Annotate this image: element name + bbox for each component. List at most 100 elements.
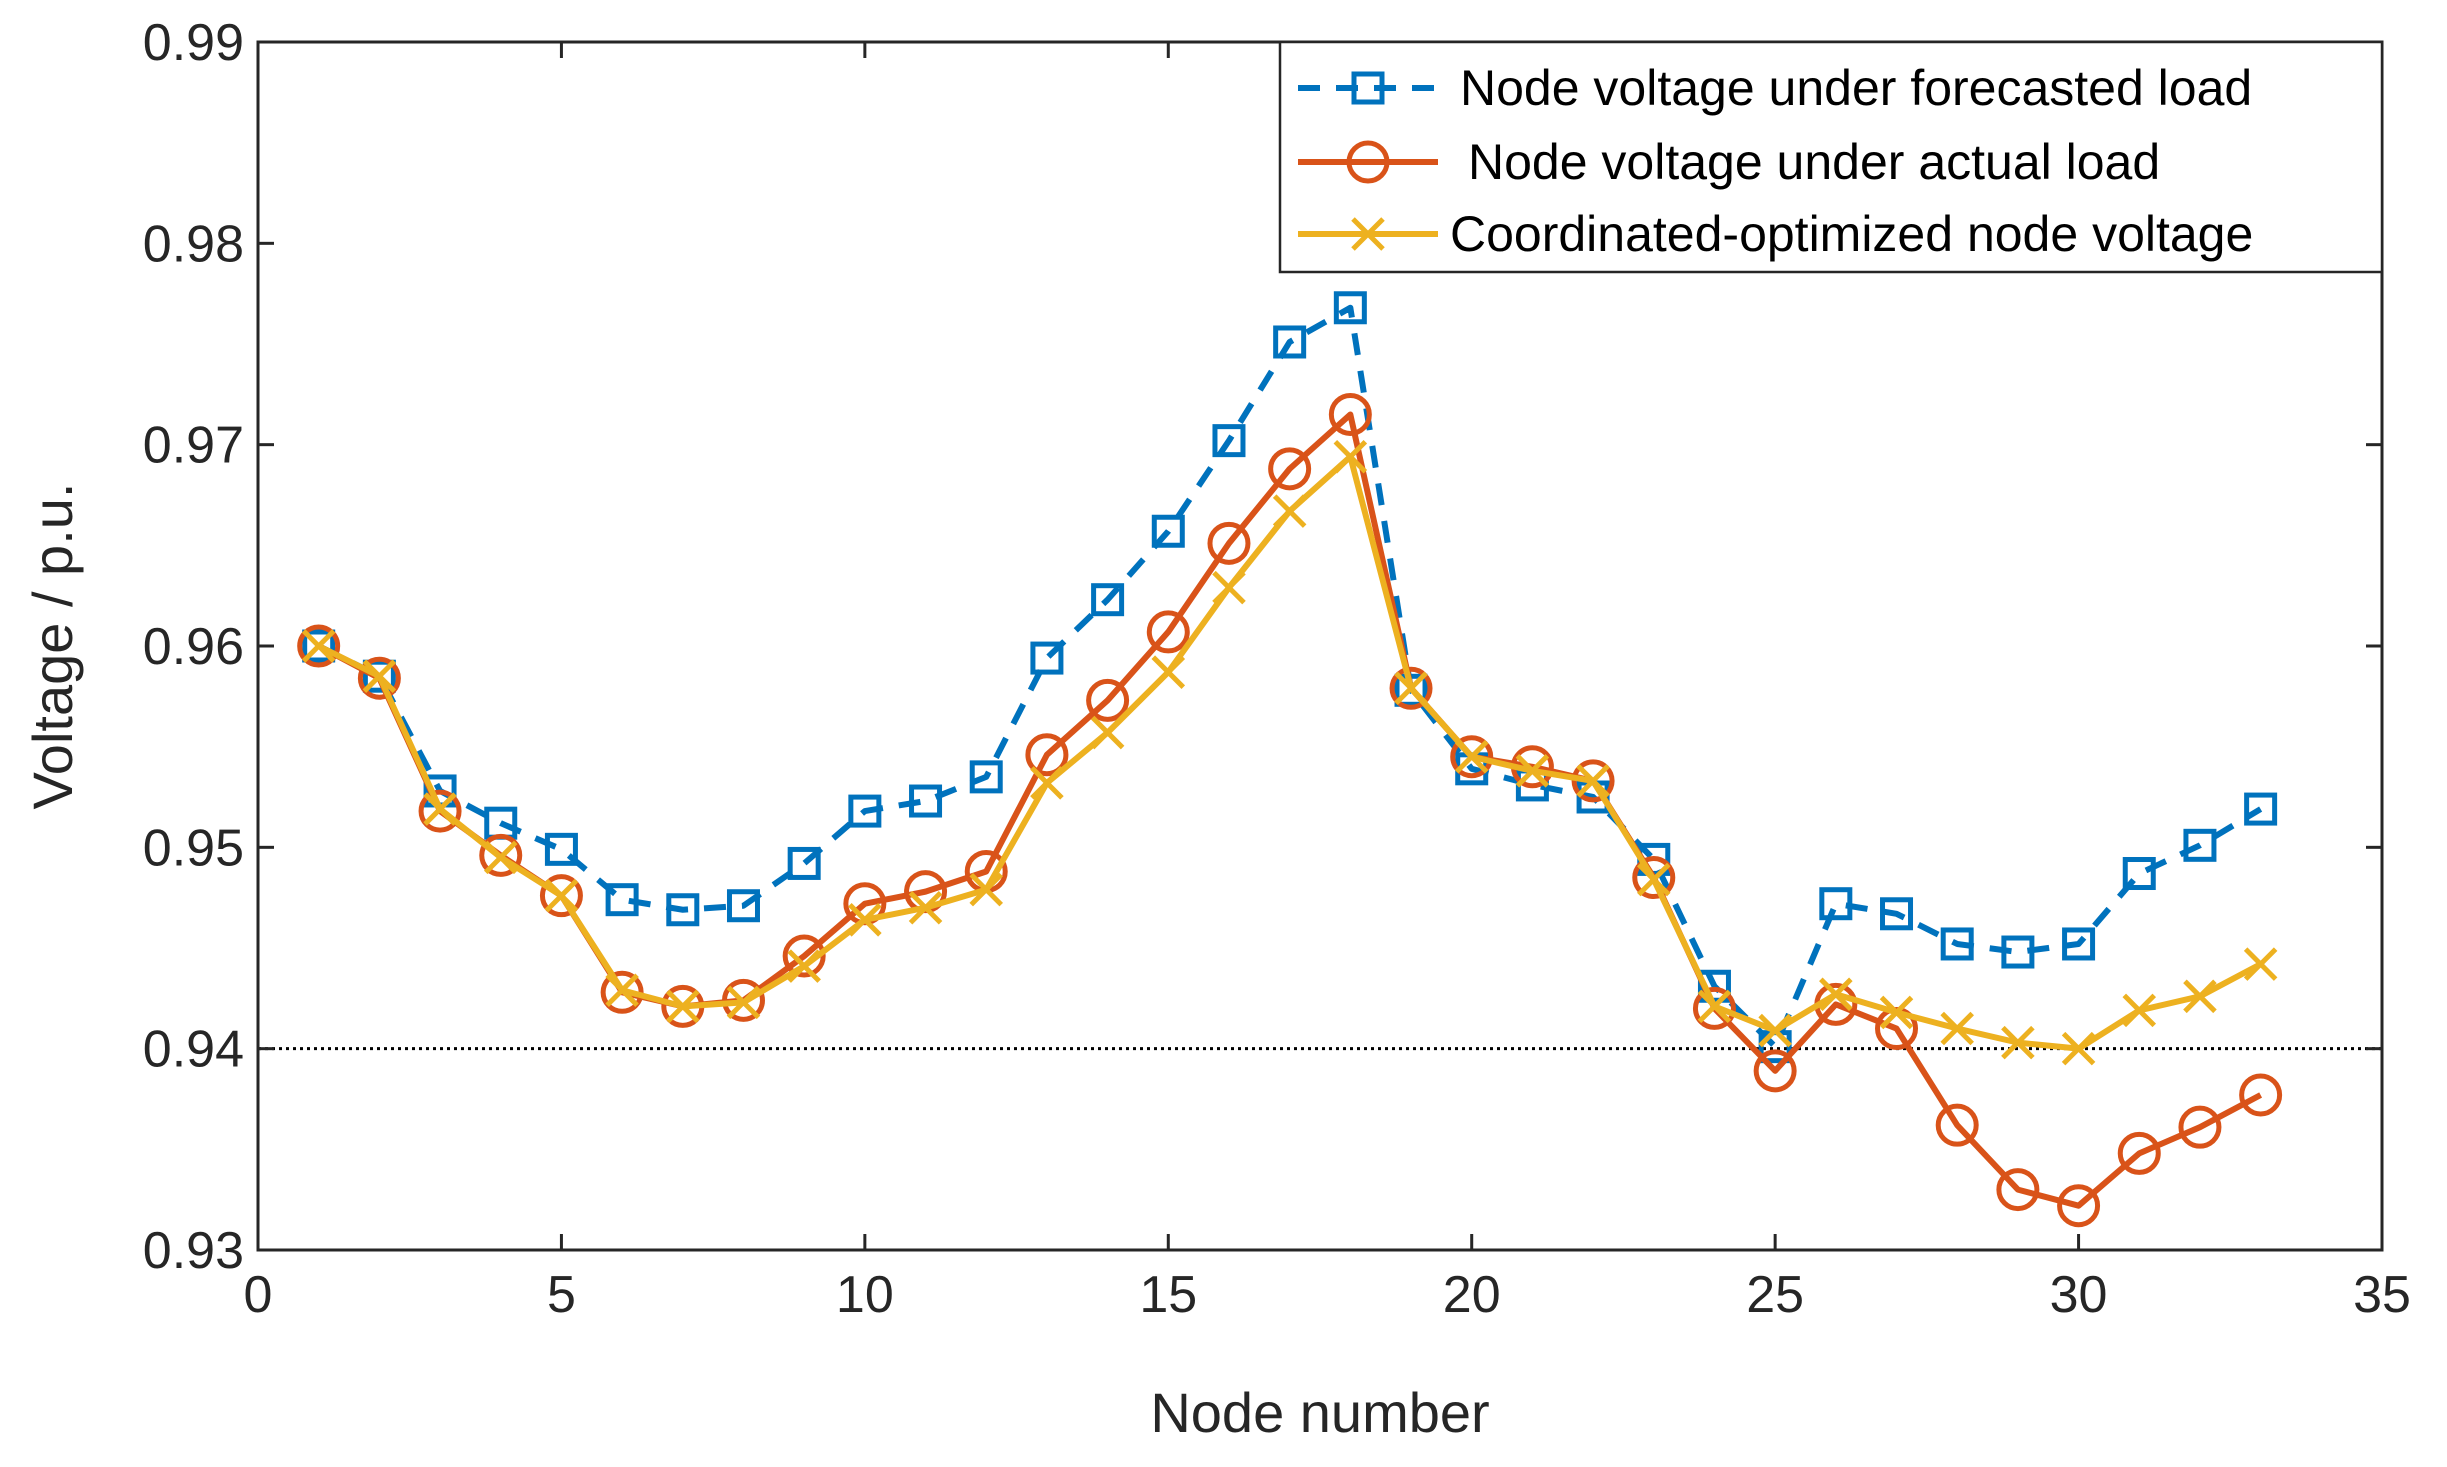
data-point-optimized-stroke-b	[908, 890, 943, 925]
x-tick-label: 25	[1746, 1266, 1804, 1324]
y-tick-label: 0.96	[143, 618, 244, 676]
data-point-optimized	[2243, 947, 2278, 981]
data-point-forecasted	[1151, 514, 1185, 548]
y-tick-label: 0.93	[143, 1222, 244, 1280]
x-tick-label: 15	[1139, 1266, 1197, 1324]
data-point-forecasted	[969, 760, 1003, 794]
data-point-optimized	[2001, 1025, 2035, 1060]
data-point-optimized-stroke-b	[666, 989, 700, 1024]
data-point-optimized	[1879, 995, 1914, 1030]
tick-layer: 0 5 10 15 20 25 30 35 0.93 0.94 0.95 0.96 0.97 0.98 0.…	[143, 14, 2411, 1324]
data-point-forecasted	[2001, 935, 2035, 969]
data-point-optimized	[1576, 764, 1610, 798]
data-point-forecasted	[666, 893, 700, 927]
x-tick-label: 5	[547, 1266, 576, 1324]
data-point-optimized-stroke-b	[1394, 671, 1428, 706]
data-point-optimized	[2122, 993, 2157, 1028]
data-point-actual	[1207, 521, 1251, 565]
data-point-optimized	[848, 903, 882, 937]
data-point-optimized	[1454, 739, 1489, 774]
y-axis-label: Voltage / p.u.	[21, 483, 84, 810]
data-point-optimized	[2061, 1031, 2096, 1066]
data-point-actual	[1692, 986, 1736, 1030]
data-point-optimized-stroke-b	[969, 872, 1003, 907]
y-tick-label: 0.94	[143, 1021, 244, 1079]
data-point-optimized	[544, 878, 579, 913]
data-point-optimized-stroke-b	[1212, 570, 1246, 605]
legend-entry-forecasted: Node voltage under forecasted load	[1298, 60, 2252, 116]
legend-label-forecasted: Node voltage under forecasted load	[1460, 60, 2252, 116]
x-tick-label: 20	[1443, 1266, 1501, 1324]
data-point-actual	[1450, 735, 1494, 779]
data-point-optimized-stroke-b	[1030, 766, 1064, 800]
data-point-optimized-stroke-b	[2183, 979, 2217, 1014]
data-point-forecasted	[2183, 828, 2217, 862]
data-point-forecasted	[1030, 641, 1064, 675]
data-point-optimized	[1758, 1013, 1792, 1048]
data-point-actual	[1268, 447, 1312, 491]
data-point-forecasted	[2244, 792, 2278, 826]
data-point-forecasted	[2122, 857, 2156, 891]
data-point-forecasted	[2062, 927, 2096, 961]
data-point-actual	[1571, 759, 1615, 803]
x-tick-label: 10	[836, 1266, 894, 1324]
data-point-optimized-stroke-b	[1940, 1011, 1974, 1046]
legend-sample-actual	[1298, 140, 1438, 184]
x-tick-label: 30	[2050, 1266, 2108, 1324]
data-point-optimized-stroke-b	[544, 878, 579, 913]
data-point-optimized-stroke-b	[726, 985, 761, 1020]
data-point-forecasted	[1273, 325, 1307, 359]
x-tick-label: 35	[2353, 1266, 2411, 1324]
data-point-optimized-stroke-b	[1879, 995, 1914, 1030]
data-point-actual	[297, 624, 341, 668]
series-optimized	[301, 439, 2278, 1066]
legend-marker-actual	[1346, 140, 1390, 184]
data-point-forecasted	[848, 794, 882, 828]
data-point-actual	[2178, 1105, 2222, 1149]
data-point-optimized-stroke-b	[1333, 439, 1368, 474]
y-tick-label: 0.98	[143, 215, 244, 273]
data-point-actual	[1146, 610, 1190, 654]
data-point-optimized-stroke-b	[1697, 989, 1732, 1024]
data-point-actual	[1753, 1049, 1797, 1093]
data-point-optimized-stroke-b	[848, 903, 882, 937]
data-point-optimized-stroke-b	[1272, 494, 1307, 528]
data-point-forecasted	[544, 832, 578, 866]
legend-box	[1278, 40, 2384, 274]
data-point-actual	[418, 789, 462, 833]
data-point-optimized	[605, 973, 639, 1008]
data-point-forecasted	[1333, 291, 1367, 325]
data-point-forecasted	[787, 846, 821, 880]
data-point-optimized	[362, 659, 397, 693]
data-point-actual	[479, 833, 523, 877]
series-layer	[297, 291, 2283, 1228]
legend-entry-actual: Node voltage under actual load	[1298, 134, 2160, 190]
data-point-optimized	[1940, 1011, 1974, 1046]
x-tick-label: 0	[244, 1266, 273, 1324]
data-point-optimized-stroke-b	[483, 840, 518, 875]
data-point-optimized-stroke-b	[1090, 715, 1125, 750]
data-point-optimized	[1697, 989, 1732, 1024]
data-point-optimized-stroke-b	[1151, 655, 1186, 689]
data-point-optimized	[1819, 977, 1853, 1012]
data-point-optimized	[1212, 570, 1246, 605]
data-point-optimized	[301, 629, 336, 663]
data-point-actual	[782, 934, 826, 978]
data-point-optimized-stroke-b	[2243, 947, 2278, 981]
data-point-actual	[1086, 678, 1130, 722]
data-point-actual	[539, 874, 583, 918]
data-point-forecasted	[1880, 897, 1914, 931]
data-point-forecasted	[362, 659, 396, 693]
data-point-optimized	[666, 989, 700, 1024]
legend-marker-optimized	[1351, 217, 1385, 251]
data-point-forecasted	[1940, 927, 1974, 961]
data-point-forecasted	[726, 889, 760, 923]
legend-entry-optimized: Coordinated-optimized node voltage	[1298, 206, 2253, 262]
data-point-optimized	[1030, 766, 1064, 800]
data-point-optimized-stroke-b	[423, 792, 457, 826]
data-point-actual	[1996, 1168, 2040, 1212]
x-axis-label: Node number	[1150, 1381, 1489, 1444]
data-point-actual	[721, 978, 765, 1022]
data-point-optimized	[908, 890, 943, 925]
